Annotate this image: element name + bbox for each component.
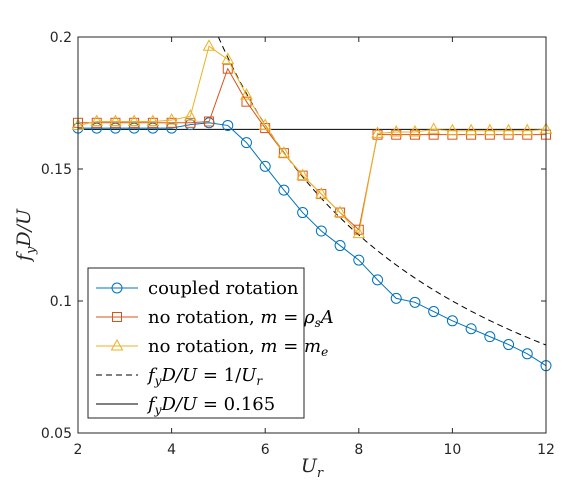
series-no-rotation-m-e	[71, 39, 553, 239]
legend-marker-3	[110, 338, 124, 351]
data-point-no-rotation-m-e	[146, 114, 160, 126]
series-layer	[71, 39, 553, 372]
data-point-coupled-rotation	[278, 184, 290, 196]
legend-marker-2	[112, 312, 122, 322]
legend: coupled rotation no rotation, m = ρsA no…	[87, 267, 334, 419]
data-point-no-rotation-m-e	[315, 187, 328, 199]
x-tick-label: 6	[261, 442, 270, 458]
data-point-no-rotation-m-e	[352, 226, 366, 239]
y-tick-label: 0.1	[50, 294, 72, 310]
data-point-coupled-rotation	[315, 225, 327, 237]
legend-entry-inverse-ur: fyD/U = 1/Ur	[146, 365, 263, 388]
data-point-coupled-rotation	[521, 348, 533, 360]
data-point-no-rotation-m-e	[333, 205, 347, 218]
data-point-no-rotation-m-e	[90, 114, 104, 126]
legend-marker-1	[111, 282, 123, 294]
data-point-coupled-rotation	[372, 274, 384, 286]
data-point-no-rotation-m-e	[296, 168, 309, 181]
data-point-coupled-rotation	[297, 207, 309, 219]
data-point-coupled-rotation	[465, 323, 477, 335]
data-point-no-rotation-m-e	[109, 114, 122, 126]
data-point-coupled-rotation	[353, 254, 365, 266]
x-tick-label: 12	[537, 442, 555, 458]
x-tick-label: 10	[443, 442, 461, 458]
plot-frame	[77, 36, 547, 434]
x-tick-label: 8	[354, 442, 363, 458]
data-point-coupled-rotation	[222, 119, 234, 131]
data-point-coupled-rotation	[240, 137, 252, 149]
series-line-coupled-rotation	[78, 122, 547, 367]
y-tick-label: 0.2	[50, 30, 72, 46]
legend-entry-coupled-rotation: coupled rotation	[148, 278, 299, 299]
y-tick-label: 0.05	[41, 426, 72, 442]
legend-entry-no-rotation-rho-s-a: no rotation, m = ρsA	[148, 307, 334, 330]
data-point-coupled-rotation	[259, 160, 271, 172]
data-point-no-rotation-m-e	[446, 123, 459, 136]
data-point-coupled-rotation	[428, 306, 440, 318]
data-point-coupled-rotation	[390, 292, 402, 304]
legend-entry-no-rotation-m-e: no rotation, m = me	[148, 336, 328, 359]
data-point-no-rotation-m-e	[520, 123, 534, 136]
x-tick-label: 2	[74, 442, 83, 458]
data-point-no-rotation-m-e	[221, 52, 235, 64]
data-point-no-rotation-m-e	[389, 125, 403, 137]
data-point-no-rotation-m-e	[427, 122, 441, 134]
legend-symbols	[96, 282, 138, 405]
data-point-no-rotation-m-e	[371, 126, 384, 138]
data-point-no-rotation-rho-s-a	[185, 117, 196, 128]
tick-layer: 2 4 6 8 10 12 0.05 0.1 0.15 0.2	[41, 30, 555, 458]
legend-box	[87, 267, 305, 419]
data-point-no-rotation-m-e	[127, 114, 141, 126]
data-point-coupled-rotation	[503, 339, 515, 351]
data-point-coupled-rotation	[446, 315, 458, 327]
data-point-no-rotation-rho-s-a	[428, 129, 439, 140]
data-point-no-rotation-m-e	[240, 88, 253, 100]
x-tick-label: 4	[167, 442, 176, 458]
data-point-no-rotation-m-e	[408, 125, 422, 137]
data-point-coupled-rotation	[334, 240, 346, 252]
data-point-coupled-rotation	[484, 331, 496, 343]
data-point-no-rotation-m-e	[464, 123, 478, 136]
data-point-no-rotation-m-e	[165, 113, 178, 125]
data-point-no-rotation-m-e	[202, 39, 216, 51]
data-point-no-rotation-m-e	[483, 123, 497, 136]
data-point-no-rotation-m-e	[277, 146, 291, 158]
data-point-no-rotation-m-e	[258, 118, 272, 130]
data-point-no-rotation-m-e	[183, 109, 197, 121]
data-point-no-rotation-m-e	[502, 123, 515, 136]
y-tick-label: 0.15	[41, 162, 72, 178]
data-point-no-rotation-rho-s-a	[204, 116, 215, 127]
legend-entry-constant: fyD/U = 0.165	[146, 394, 275, 417]
data-point-coupled-rotation	[409, 296, 421, 308]
